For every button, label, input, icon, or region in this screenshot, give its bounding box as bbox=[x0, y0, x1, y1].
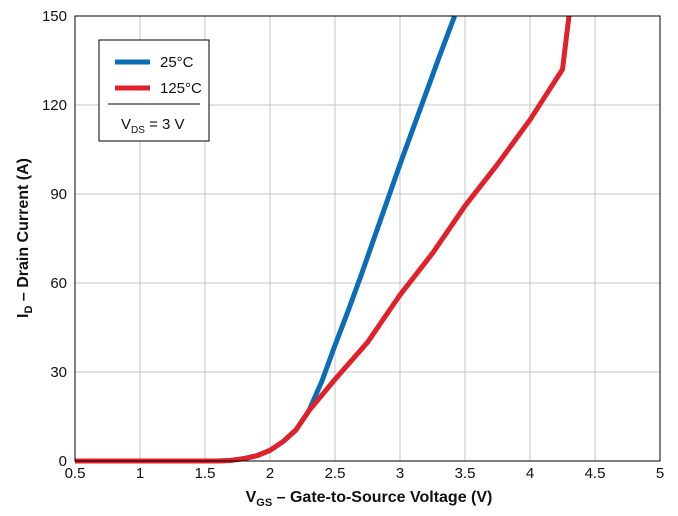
y-tick-label: 60 bbox=[50, 275, 67, 292]
x-axis-ticks: 0.5 1 1.5 2 2.5 3 3.5 4 4.5 5 bbox=[65, 465, 665, 482]
x-axis-title-symbol: V bbox=[246, 489, 257, 506]
x-tick-label: 2.5 bbox=[325, 465, 346, 482]
series-lines bbox=[75, 15, 572, 464]
legend-condition: VDS = 3 V bbox=[121, 116, 185, 136]
legend-label-25c: 25°C bbox=[160, 54, 194, 71]
x-tick-label: 4.5 bbox=[585, 465, 606, 482]
x-tick-label: 1 bbox=[136, 465, 144, 482]
y-axis-title: ID – Drain Current (A) bbox=[15, 158, 35, 318]
x-tick-label: 2 bbox=[266, 465, 274, 482]
y-axis-title-subscript: D bbox=[23, 306, 35, 314]
x-axis-title-subscript: GS bbox=[256, 497, 272, 509]
y-tick-label: 30 bbox=[50, 364, 67, 381]
y-axis-ticks: 0 30 60 90 120 150 bbox=[42, 8, 67, 470]
y-axis-title-symbol: I bbox=[15, 314, 32, 318]
legend-condition-text: = 3 V bbox=[145, 116, 185, 133]
legend-condition-subscript: DS bbox=[131, 125, 145, 136]
legend: 25°C 125°C VDS = 3 V bbox=[98, 39, 210, 142]
x-tick-label: 3.5 bbox=[455, 465, 476, 482]
x-tick-label: 3 bbox=[396, 465, 404, 482]
x-tick-label: 0.5 bbox=[65, 465, 86, 482]
x-tick-label: 5 bbox=[656, 465, 664, 482]
x-axis-title: VGS – Gate-to-Source Voltage (V) bbox=[246, 489, 493, 509]
y-tick-label: 0 bbox=[59, 453, 67, 470]
y-tick-label: 150 bbox=[42, 8, 67, 25]
y-tick-label: 120 bbox=[42, 97, 67, 114]
legend-condition-symbol: V bbox=[121, 116, 131, 133]
legend-label-125c: 125°C bbox=[160, 80, 202, 97]
x-tick-label: 4 bbox=[526, 465, 534, 482]
x-tick-label: 1.5 bbox=[195, 465, 216, 482]
y-tick-label: 90 bbox=[50, 186, 67, 203]
series-line-125c bbox=[75, 15, 572, 464]
plot-frame bbox=[74, 15, 661, 462]
x-axis-title-text: – Gate-to-Source Voltage (V) bbox=[272, 489, 492, 506]
y-axis-title-text: – Drain Current (A) bbox=[15, 158, 32, 306]
